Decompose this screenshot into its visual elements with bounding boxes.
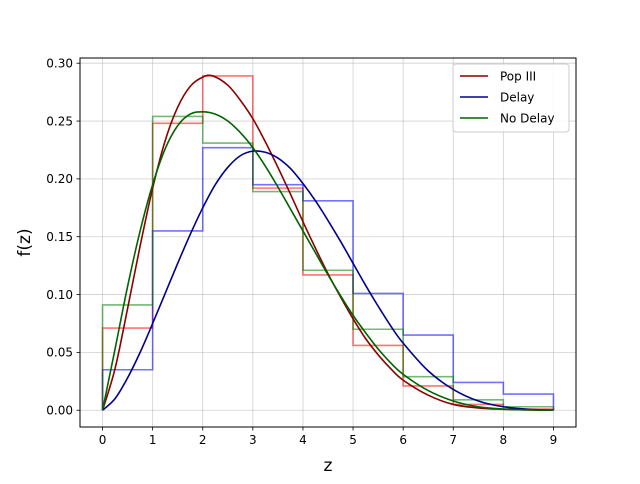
- x-tick-label: 3: [249, 433, 257, 447]
- x-tick-label: 5: [349, 433, 357, 447]
- legend-label-no-delay: No Delay: [500, 112, 555, 126]
- x-tick-label: 1: [149, 433, 157, 447]
- plot-frame: [79, 57, 577, 428]
- x-axis-ticks: 0 1 2 3 4 5 6 7 8 9: [99, 427, 558, 447]
- histogram-no-delay: [101, 115, 555, 411]
- y-axis-label: f(z): [15, 228, 35, 256]
- histogram-delay: [101, 146, 555, 411]
- x-tick-label: 2: [199, 433, 207, 447]
- x-tick-label: 7: [449, 433, 457, 447]
- curve-pop-iii: [101, 74, 554, 412]
- x-tick-label: 8: [500, 433, 508, 447]
- x-axis-label: z: [324, 456, 333, 476]
- y-tick-label: 0.15: [46, 230, 73, 244]
- density-curves: [101, 74, 554, 412]
- curve-delay: [102, 150, 554, 412]
- legend-label-delay: Delay: [500, 91, 534, 105]
- y-tick-label: 0.20: [46, 172, 73, 186]
- x-tick-label: 6: [399, 433, 407, 447]
- x-tick-label: 0: [99, 433, 107, 447]
- y-axis-ticks: 0.00 0.05 0.10 0.15 0.20 0.25 0.30: [46, 57, 80, 418]
- y-tick-label: 0.00: [46, 404, 73, 418]
- legend-label-pop-iii: Pop III: [500, 70, 536, 84]
- x-tick-label: 9: [550, 433, 558, 447]
- x-tick-label: 4: [299, 433, 307, 447]
- y-tick-label: 0.10: [46, 288, 73, 302]
- curve-no-delay: [101, 110, 554, 412]
- y-tick-label: 0.25: [46, 114, 73, 128]
- legend-box: [452, 63, 570, 133]
- legend: Pop III Delay No Delay: [452, 63, 570, 133]
- y-tick-label: 0.05: [46, 346, 73, 360]
- y-tick-label: 0.30: [46, 57, 73, 71]
